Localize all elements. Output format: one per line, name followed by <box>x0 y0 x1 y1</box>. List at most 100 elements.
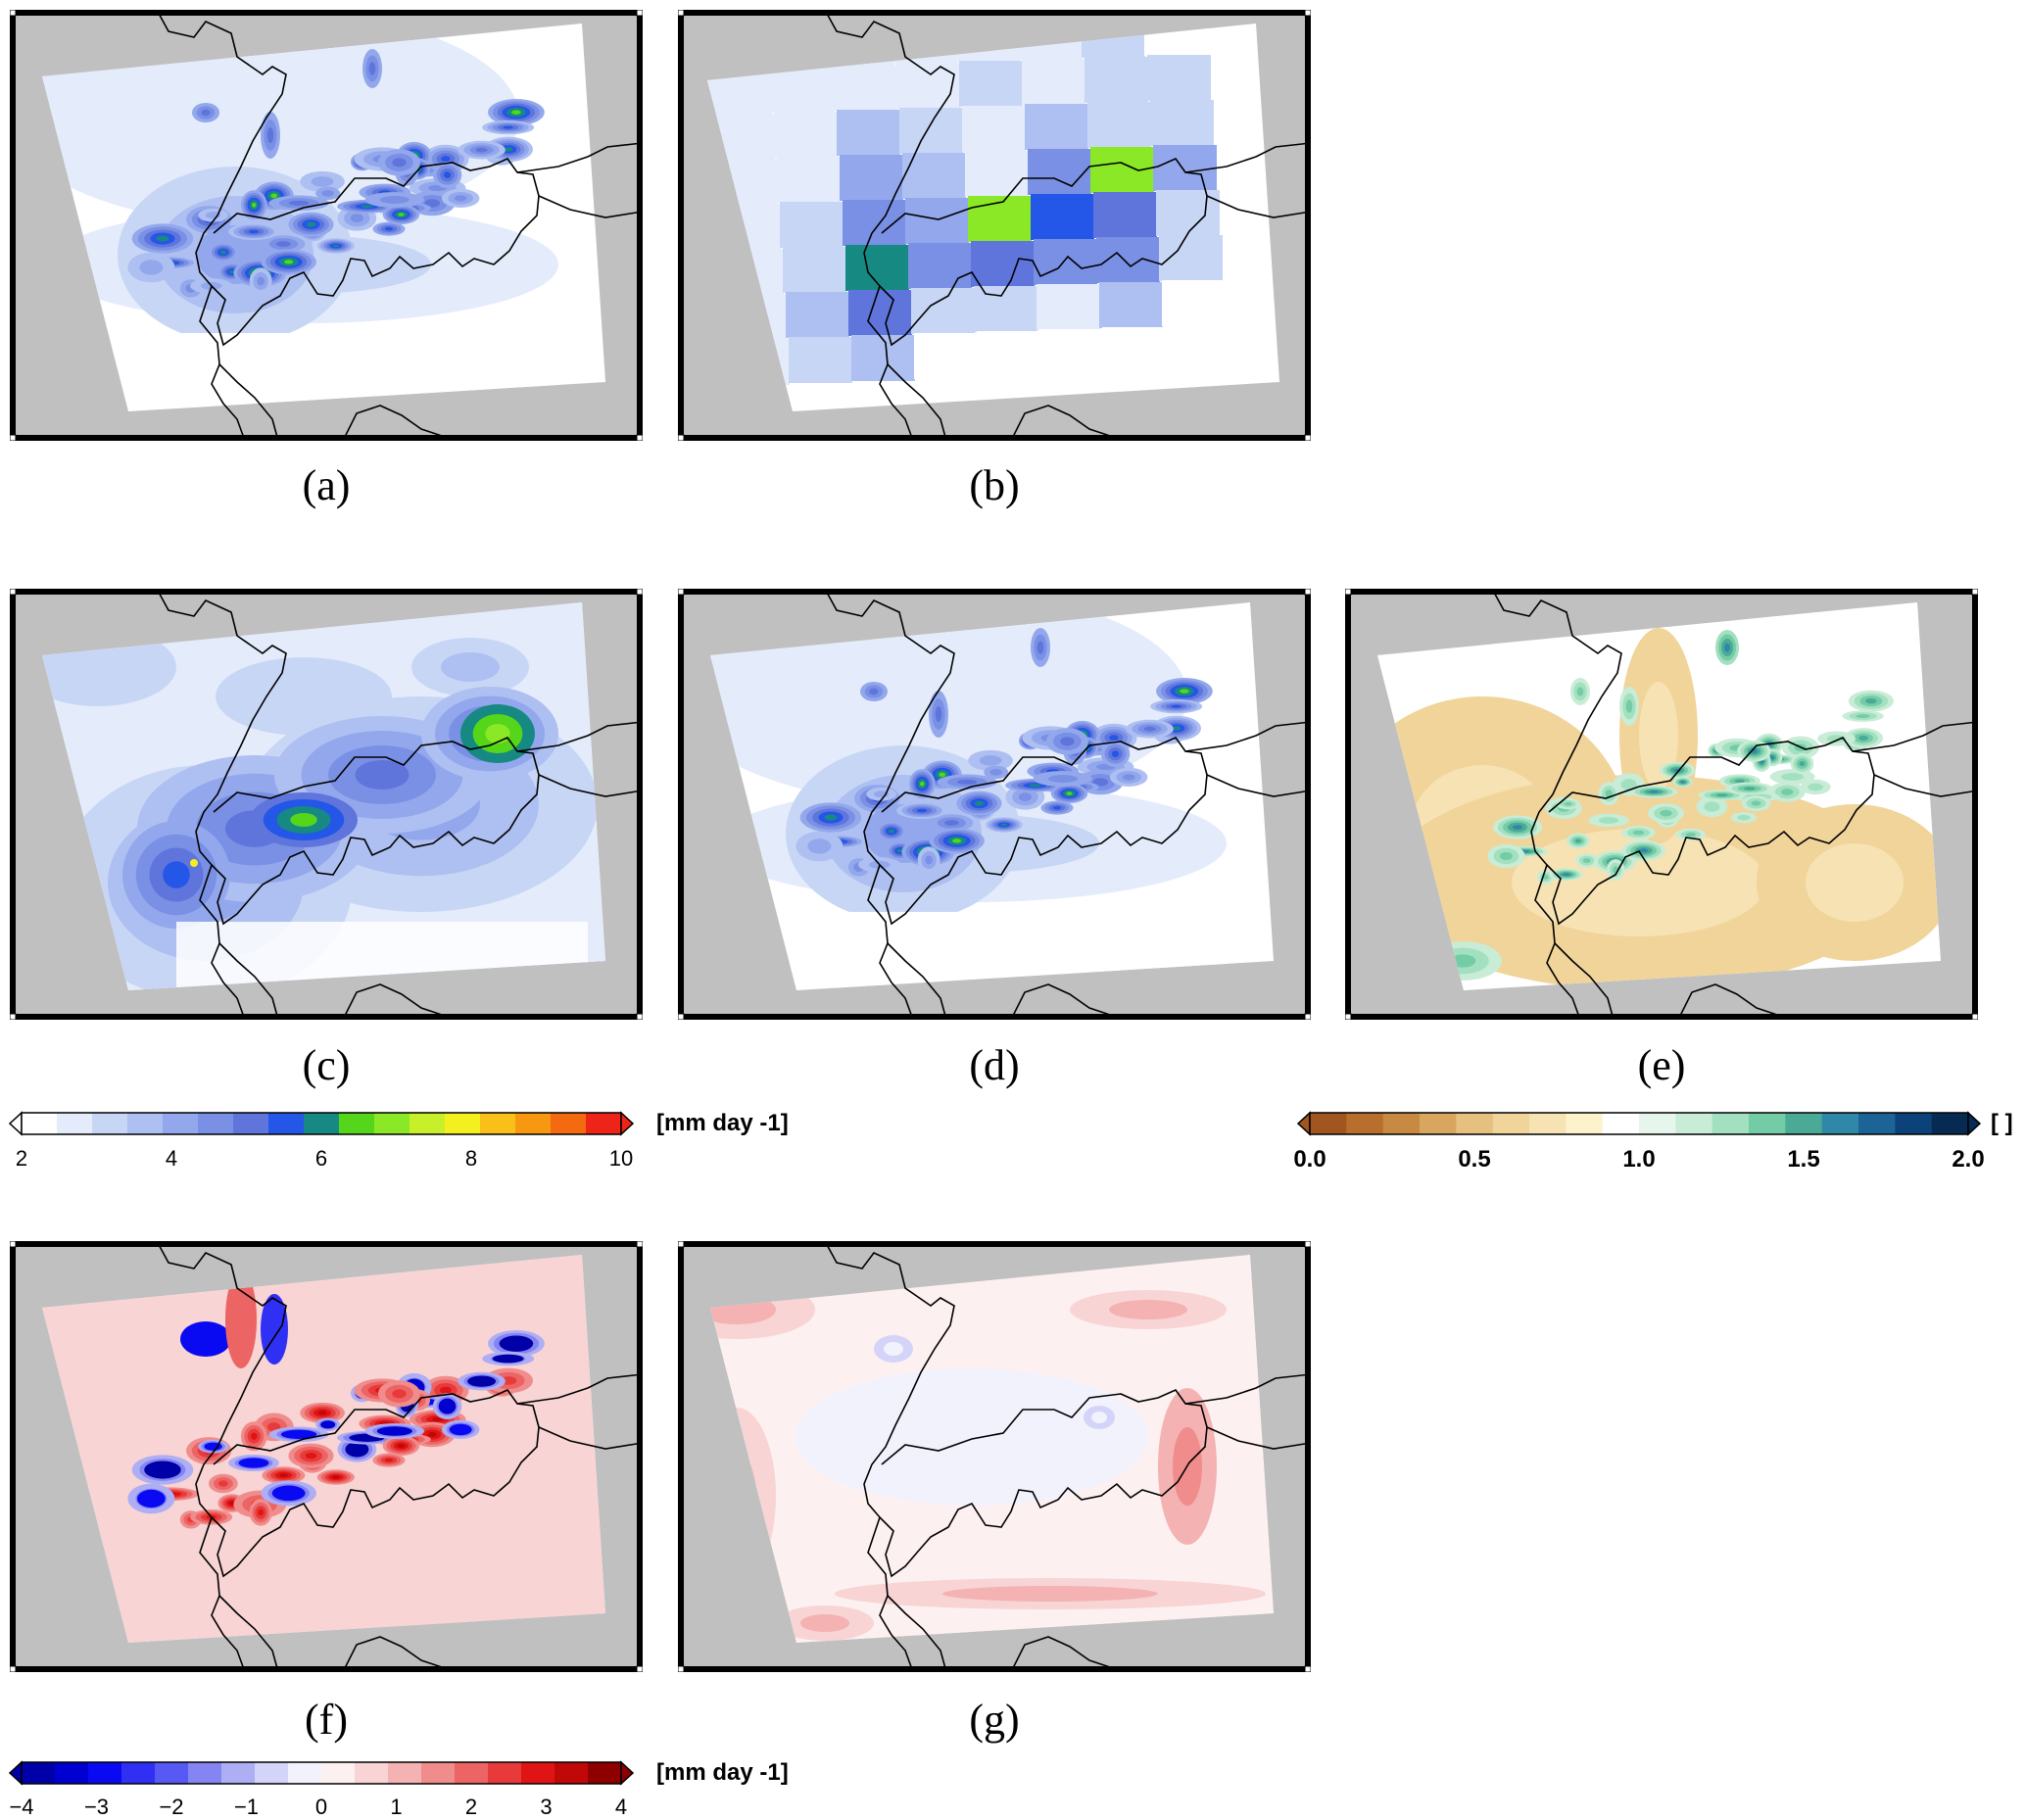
field-contour <box>1660 809 1672 817</box>
grid-cell <box>786 292 849 338</box>
grid-cell <box>774 112 838 158</box>
field-contour <box>1091 1412 1107 1423</box>
field-contour <box>467 1375 497 1387</box>
grid-cell <box>1022 59 1085 105</box>
grid-cell <box>974 286 1037 332</box>
colorbar-swatch <box>127 1113 164 1134</box>
field-contour <box>317 1411 327 1415</box>
country-border-1 <box>1546 737 1875 926</box>
field-contour <box>1685 832 1696 838</box>
colorbar-under-arrow <box>1296 1111 1311 1136</box>
field-contour <box>257 276 265 286</box>
field-contour <box>441 156 451 163</box>
field-contour <box>1171 704 1181 708</box>
field-contour <box>1574 838 1581 843</box>
field-contour <box>1029 784 1041 788</box>
field-contour <box>1649 790 1659 793</box>
grid-cell <box>783 247 846 293</box>
grid-cell <box>1085 57 1148 103</box>
country-border-2 <box>516 142 643 173</box>
field-contour <box>492 1354 524 1364</box>
field-contour <box>1499 851 1513 861</box>
frame-corner <box>678 1013 685 1020</box>
grid-cell <box>1162 280 1226 326</box>
field-contour <box>379 196 410 204</box>
country-border-2 <box>1184 1373 1311 1405</box>
country-border-0 <box>824 10 955 441</box>
field-contour <box>1808 783 1823 791</box>
country-border-5 <box>887 942 947 1020</box>
field-contour <box>1564 801 1572 806</box>
field-contour <box>424 199 440 208</box>
colorbar-over-arrow <box>1967 1111 1982 1136</box>
grid-cell <box>968 196 1032 242</box>
field-layer <box>42 1255 605 1643</box>
panel-label-g: (g) <box>969 1696 1020 1744</box>
country-border-0 <box>824 1241 955 1672</box>
field-contour <box>796 1368 1148 1506</box>
field-contour <box>499 1335 534 1352</box>
country-border-2 <box>1184 721 1311 752</box>
frame-corner <box>636 1013 643 1020</box>
field-contour <box>204 1442 222 1451</box>
field-contour <box>345 1441 369 1458</box>
panel-label-f: (f) <box>305 1696 348 1744</box>
field-contour <box>368 62 376 75</box>
colorbar-tick-label: 2 <box>464 1795 478 1819</box>
colorbar-tick-label: 0 <box>314 1795 328 1819</box>
colorbar-swatch <box>1785 1113 1823 1134</box>
grid-cell <box>848 290 912 336</box>
field-contour <box>1715 793 1728 797</box>
field-contour <box>384 226 394 231</box>
field-contour <box>925 855 933 865</box>
field-contour <box>225 1270 257 1368</box>
colorbar-swatch <box>551 1113 587 1134</box>
colorbar-swatch <box>221 1762 256 1784</box>
country-border-3 <box>538 774 643 797</box>
colorbar-swatch <box>1639 1113 1676 1134</box>
frame-corner <box>1304 589 1311 596</box>
field-contour <box>504 147 513 152</box>
grid-cell <box>1087 102 1151 148</box>
field-contour <box>219 250 226 255</box>
colorbar-swatch <box>121 1762 156 1784</box>
grid-cell <box>905 198 969 244</box>
field-contour <box>228 1501 235 1506</box>
field-contour <box>355 760 410 790</box>
colorbar-swatch <box>1382 1113 1421 1134</box>
country-border-5 <box>218 363 279 441</box>
country-border-2 <box>1184 142 1311 173</box>
colorbar-tick-label: 2.0 <box>1952 1146 1985 1173</box>
field-contour <box>1122 774 1135 781</box>
country-border-3 <box>1206 774 1311 797</box>
map-panel-d <box>678 589 1311 1020</box>
colorbar-tick-label: 4 <box>165 1146 178 1171</box>
country-border-3 <box>538 195 643 218</box>
country-border-1 <box>211 1389 540 1578</box>
colorbar-swatch <box>1712 1113 1750 1134</box>
field-contour <box>449 1423 472 1436</box>
field-contour <box>1769 755 1774 760</box>
field-contour <box>1052 805 1062 810</box>
field-contour <box>1780 789 1794 795</box>
field-contour <box>397 1444 406 1449</box>
panel-label-b: (b) <box>969 461 1020 509</box>
colorbar-swatch <box>155 1762 189 1784</box>
field-contour <box>1092 778 1108 787</box>
field-contour <box>279 1473 288 1477</box>
colorbar-swatch <box>480 1113 516 1134</box>
field-contour <box>1180 689 1189 694</box>
colorbar-swatch <box>1310 1113 1347 1134</box>
field-contour <box>1620 779 1637 790</box>
country-border-5 <box>887 363 947 441</box>
difference-colorbar-unit: [mm day -1] <box>656 1759 789 1786</box>
frame-corner <box>1304 10 1311 17</box>
field-contour <box>271 1485 306 1502</box>
country-border-5 <box>218 942 279 1020</box>
field-contour <box>1109 735 1119 742</box>
field-contour <box>1605 790 1613 798</box>
field-contour <box>869 688 879 695</box>
field-contour <box>398 213 405 216</box>
frame-corner <box>636 589 643 596</box>
colorbar-swatch <box>515 1113 552 1134</box>
